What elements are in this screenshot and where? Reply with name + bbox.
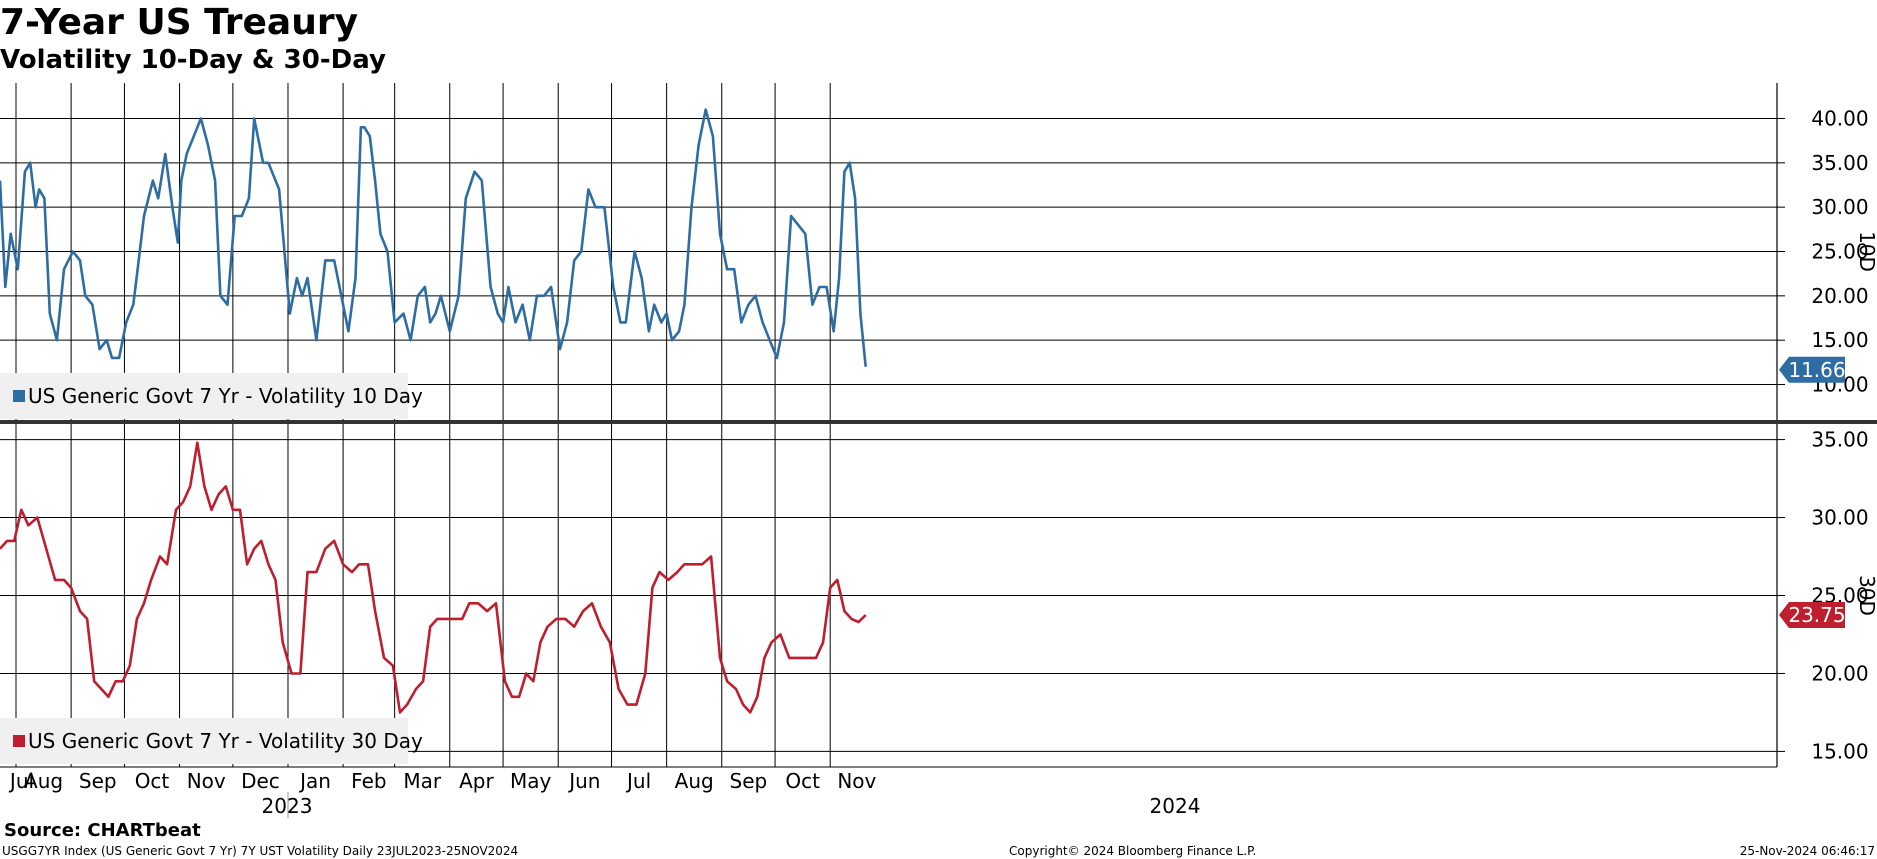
top-legend-swatch bbox=[13, 390, 25, 402]
bottom-ytick-label: 30.00 bbox=[1811, 506, 1868, 530]
series-info: USGG7YR Index (US Generic Govt 7 Yr) 7Y … bbox=[2, 844, 518, 858]
bottom-ytick-label: 35.00 bbox=[1811, 428, 1868, 452]
top-axis-title: 10D bbox=[1855, 231, 1877, 272]
x-tick-label: Sep bbox=[79, 769, 117, 793]
year-label: 2023 bbox=[262, 794, 313, 818]
bottom-last-value-tag bbox=[1779, 601, 1845, 628]
x-tick-label: Aug bbox=[24, 769, 63, 793]
bottom-legend-label: US Generic Govt 7 Yr - Volatility 30 Day bbox=[28, 729, 423, 753]
year-label: 2024 bbox=[1150, 794, 1201, 818]
x-tick-label: Jul bbox=[625, 769, 651, 793]
bottom-legend-swatch bbox=[13, 735, 25, 747]
top-ytick-label: 25.00 bbox=[1811, 240, 1868, 264]
chart-subtitle: Volatility 10-Day & 30-Day bbox=[0, 45, 386, 75]
bottom-ytick-label: 20.00 bbox=[1811, 661, 1868, 685]
x-tick-label: Mar bbox=[403, 769, 442, 793]
bottom-last-value-label: 23.75 bbox=[1788, 603, 1845, 627]
top-last-value-tag bbox=[1779, 356, 1845, 383]
top-series-line bbox=[0, 108, 867, 367]
x-tick-label: May bbox=[510, 769, 552, 793]
x-tick-label: Sep bbox=[730, 769, 768, 793]
x-tick-label: Oct bbox=[135, 769, 170, 793]
x-tick-label: Feb bbox=[351, 769, 386, 793]
bottom-axis-title: 30D bbox=[1855, 575, 1877, 616]
top-ytick-label: 20.00 bbox=[1811, 284, 1868, 308]
x-tick-label: Apr bbox=[459, 769, 494, 793]
x-tick-label: Aug bbox=[675, 769, 714, 793]
top-legend-box bbox=[0, 373, 408, 419]
top-ytick-label: 30.00 bbox=[1811, 195, 1868, 219]
x-tick-label: Jul bbox=[8, 769, 34, 793]
x-tick-label: Dec bbox=[241, 769, 280, 793]
x-tick-label: Jun bbox=[567, 769, 600, 793]
plot-area: 10.0015.0020.0025.0030.0035.0040.0010D11… bbox=[0, 83, 1877, 818]
bottom-legend-box bbox=[0, 718, 408, 764]
chart-title: 7-Year US Treaury bbox=[0, 2, 358, 43]
bottom-series-line bbox=[0, 441, 867, 714]
x-tick-label: Jan bbox=[298, 769, 331, 793]
top-legend-label: US Generic Govt 7 Yr - Volatility 10 Day bbox=[28, 384, 423, 408]
panel-separator bbox=[0, 420, 1877, 424]
x-tick-label: Nov bbox=[187, 769, 226, 793]
source-label: Source: CHARTbeat bbox=[4, 820, 201, 841]
x-tick-label: Oct bbox=[785, 769, 820, 793]
timestamp: 25-Nov-2024 06:46:17 bbox=[1740, 844, 1875, 858]
top-ytick-label: 40.00 bbox=[1811, 106, 1868, 130]
x-tick-label: Nov bbox=[837, 769, 876, 793]
top-ytick-label: 15.00 bbox=[1811, 328, 1868, 352]
copyright: Copyright© 2024 Bloomberg Finance L.P. bbox=[1009, 844, 1256, 858]
top-last-value-label: 11.66 bbox=[1788, 358, 1845, 382]
bottom-ytick-label: 15.00 bbox=[1811, 739, 1868, 763]
top-ytick-label: 35.00 bbox=[1811, 151, 1868, 175]
